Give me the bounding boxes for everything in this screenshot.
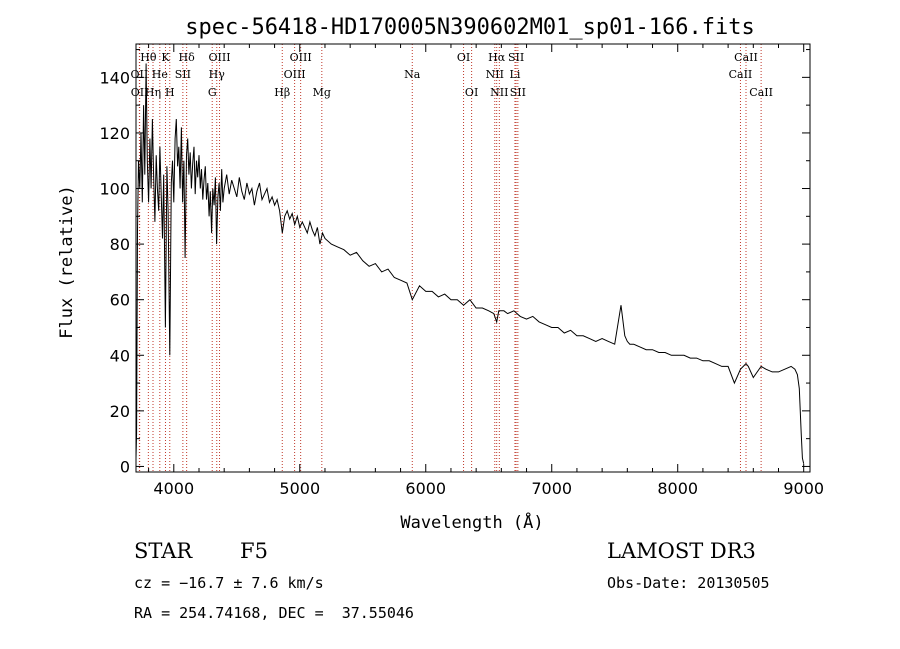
x-axis-label: Wavelength (Å) xyxy=(400,511,543,533)
y-axis-label: Flux (relative) xyxy=(57,185,77,339)
survey-name: LAMOST DR3 xyxy=(607,539,756,563)
x-tick-label: 6000 xyxy=(405,479,446,498)
x-tick-label: 5000 xyxy=(279,479,320,498)
plot-frame xyxy=(135,43,811,473)
y-tick-label: 120 xyxy=(99,124,130,143)
line-marker-label: OIII xyxy=(208,51,230,64)
line-marker-label: Hδ xyxy=(179,51,196,64)
y-tick-label: 0 xyxy=(120,457,130,476)
line-marker-label: NII xyxy=(486,68,504,81)
y-axis-ticks: 0 20 40 60 80 100 120 140 xyxy=(99,49,810,476)
spectrum-line xyxy=(135,63,805,464)
line-marker-label: CaII xyxy=(749,86,773,99)
y-tick-label: 80 xyxy=(110,235,130,254)
line-marker-label: H xyxy=(165,86,175,99)
x-tick-label: 4000 xyxy=(153,479,194,498)
y-tick-label: 100 xyxy=(99,180,130,199)
line-marker-label: Hθ xyxy=(140,51,157,64)
line-marker-label: Hη xyxy=(145,86,161,99)
x-tick-label: 8000 xyxy=(657,479,698,498)
line-marker-label: OII xyxy=(131,86,149,99)
line-marker-label: SII xyxy=(510,86,526,99)
line-marker-label: Mg xyxy=(313,86,331,99)
line-marker-label: SII xyxy=(175,68,191,81)
line-marker-label: He xyxy=(152,68,168,81)
line-marker-label: Hγ xyxy=(209,68,226,81)
line-marker-label: Hα xyxy=(488,51,506,64)
line-marker-label: Hβ xyxy=(274,86,290,99)
line-marker-label: G xyxy=(208,86,217,99)
line-marker-label: Na xyxy=(404,68,421,81)
object-class: STAR xyxy=(134,539,193,563)
y-tick-label: 40 xyxy=(110,346,130,365)
object-subclass: F5 xyxy=(240,539,268,563)
line-marker-label: CaII xyxy=(729,68,753,81)
line-marker-label: Li xyxy=(510,68,521,81)
line-marker-label: OI xyxy=(465,86,478,99)
x-tick-label: 9000 xyxy=(783,479,824,498)
redshift-cz: cz = −16.7 ± 7.6 km/s xyxy=(134,574,324,592)
line-markers xyxy=(138,44,762,472)
x-tick-label: 7000 xyxy=(531,479,572,498)
y-tick-label: 60 xyxy=(110,291,130,310)
line-marker-label: K xyxy=(161,51,170,64)
coordinates: RA = 254.74168, DEC = 37.55046 xyxy=(134,604,414,622)
line-marker-label: OIII xyxy=(290,51,312,64)
line-marker-label: NII xyxy=(490,86,508,99)
y-tick-label: 20 xyxy=(110,402,130,421)
chart-title: spec-56418-HD170005N390602M01_sp01-166.f… xyxy=(185,15,755,40)
line-marker-label: SII xyxy=(508,51,524,64)
line-marker-label: OIII xyxy=(284,68,306,81)
x-axis-ticks: 4000 5000 6000 7000 8000 9000 xyxy=(148,44,824,498)
line-marker-label: CaII xyxy=(734,51,758,64)
obs-date: Obs-Date: 20130505 xyxy=(607,574,770,592)
line-marker-label: OI xyxy=(457,51,470,64)
y-tick-label: 140 xyxy=(99,68,130,87)
